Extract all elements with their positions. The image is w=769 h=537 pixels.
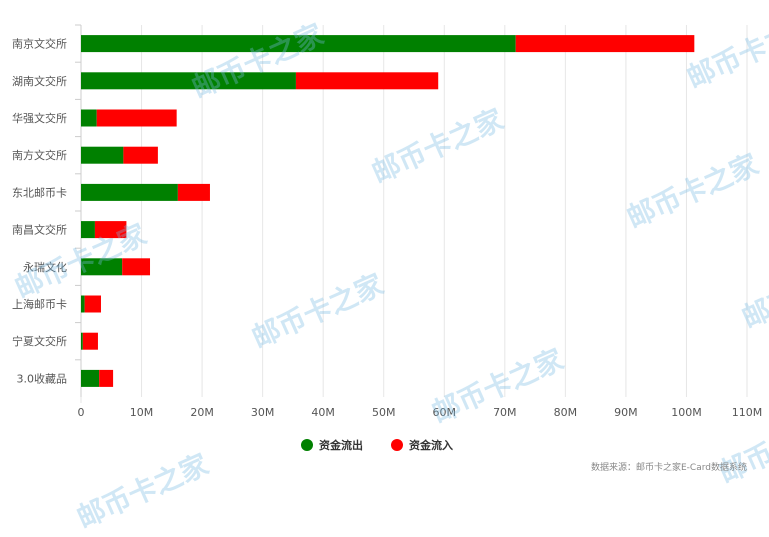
category-label: 湖南文交所 xyxy=(12,74,67,88)
bar-inflow xyxy=(96,109,177,127)
bar-outflow xyxy=(81,183,178,201)
category-label: 3.0收藏品 xyxy=(17,371,68,385)
category-label: 东北邮币卡 xyxy=(12,186,67,199)
bar-outflow xyxy=(81,295,85,313)
legend-label: 资金流出 xyxy=(319,438,363,452)
bar-inflow xyxy=(94,221,127,239)
bar-outflow xyxy=(81,221,95,239)
x-tick-label: 80M xyxy=(554,406,578,419)
bar-inflow xyxy=(123,146,158,164)
x-tick-label: 70M xyxy=(493,406,517,419)
category-label: 永瑞文化 xyxy=(23,260,67,274)
bar-outflow xyxy=(81,146,124,164)
legend-marker xyxy=(301,439,313,451)
x-tick-label: 10M xyxy=(130,406,154,419)
category-label: 上海邮币卡 xyxy=(12,297,67,311)
legend-marker xyxy=(391,439,403,451)
data-source-note: 数据来源：邮币卡之家E-Card数据系统 xyxy=(591,463,747,473)
category-label: 华强文交所 xyxy=(12,111,67,125)
bar-outflow xyxy=(81,258,123,276)
bar-outflow xyxy=(81,35,516,53)
bar-outflow xyxy=(81,72,296,90)
chart-container: 0 10M 20M 30M 40M 50M 60M 70M 80M 90M 100M 110M 南京文交… xyxy=(10,8,769,535)
x-tick-label: 50M xyxy=(372,406,396,419)
x-tick-label: 100M xyxy=(671,406,702,419)
bar-outflow xyxy=(81,332,83,350)
category-label: 南昌文交所 xyxy=(12,223,67,237)
bar-inflow xyxy=(122,258,151,276)
x-tick-label: 110M xyxy=(732,406,763,419)
x-tick-label: 90M xyxy=(614,406,638,419)
bar-inflow xyxy=(177,183,210,201)
bar-inflow xyxy=(515,35,695,53)
bar-inflow xyxy=(99,369,114,387)
x-tick-label: 60M xyxy=(433,406,457,419)
x-tick-label: 40M xyxy=(311,406,335,419)
x-tick-label: 20M xyxy=(190,406,214,419)
bar-outflow xyxy=(81,369,100,387)
bar-inflow xyxy=(295,72,439,90)
x-tick-label: 30M xyxy=(251,406,275,419)
bar-chart: 0 10M 20M 30M 40M 50M 60M 70M 80M 90M 100M 110M 南京文交… xyxy=(12,24,763,452)
category-label: 南京文交所 xyxy=(12,37,67,51)
x-tick-label: 0 xyxy=(78,406,85,419)
bar-inflow xyxy=(84,295,101,313)
category-label: 南方文交所 xyxy=(12,148,67,162)
category-label: 宁夏文交所 xyxy=(12,334,67,348)
bar-inflow xyxy=(82,332,98,350)
legend-label: 资金流入 xyxy=(409,438,453,452)
bar-outflow xyxy=(81,109,97,127)
